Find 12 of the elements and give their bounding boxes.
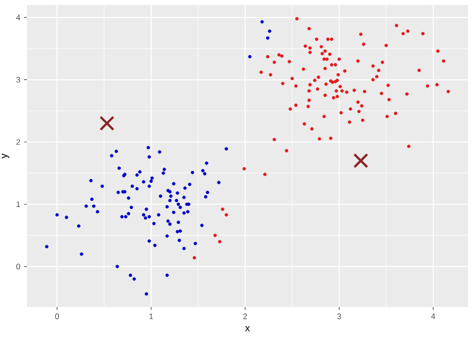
x-tick-label: 2 (243, 314, 247, 320)
y-tick-label: 0 (16, 264, 20, 270)
x-tick-label: 3 (337, 314, 342, 320)
y-axis-title: y (2, 154, 10, 158)
x-tick-label: 4 (431, 314, 436, 320)
y-tick-label: 1 (16, 202, 20, 208)
x-axis-title: x (245, 326, 250, 332)
x-tick-label: 1 (150, 314, 153, 320)
x-tick-label: 0 (55, 314, 60, 320)
y-tick-label: 4 (16, 14, 20, 20)
y-tick-label: 3 (16, 76, 20, 83)
y-tick-label: 2 (16, 139, 20, 145)
